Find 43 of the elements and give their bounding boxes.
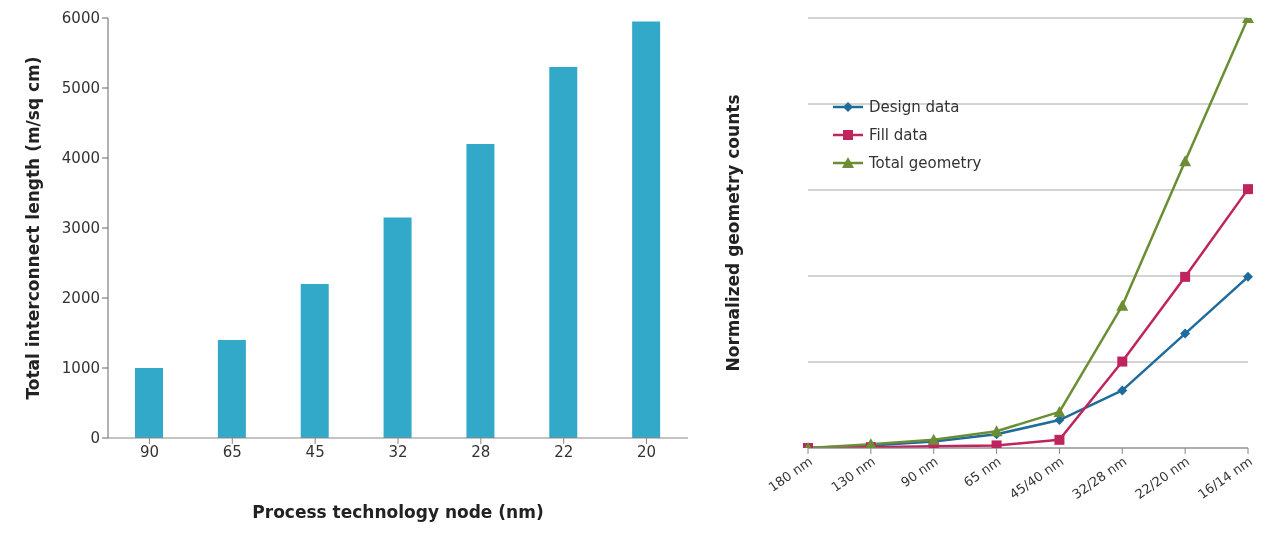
point xyxy=(1054,434,1065,445)
legend-label: Design data xyxy=(869,98,960,116)
point xyxy=(1117,385,1128,396)
point xyxy=(1053,405,1066,417)
point xyxy=(991,440,1002,448)
x-tick-label: 90 nm xyxy=(898,453,941,490)
bar xyxy=(135,368,163,438)
y-tick-label: 2000 xyxy=(61,289,100,308)
y-axis-title: Normalized geometry counts xyxy=(723,94,744,372)
x-axis-title: Process technology node (nm) xyxy=(252,502,544,522)
x-tick-label: 65 xyxy=(222,442,242,461)
y-tick-label: 4000 xyxy=(61,149,100,168)
x-tick-label: 45 xyxy=(305,442,325,461)
x-tick-label: 32 xyxy=(388,442,408,461)
point xyxy=(1180,328,1191,339)
y-tick-label: 0 xyxy=(90,429,100,448)
y-tick-label: 6000 xyxy=(61,9,100,28)
x-tick-label: 130 nm xyxy=(828,453,878,495)
point xyxy=(1179,155,1192,167)
point xyxy=(1243,271,1253,282)
x-tick-label: 22 xyxy=(554,442,574,461)
bar xyxy=(217,340,246,438)
point xyxy=(1243,184,1253,195)
x-tick-label: 180 nm xyxy=(765,453,816,495)
y-axis-title: Total interconnect length (m/sq cm) xyxy=(23,56,44,400)
y-tick-label: 5000 xyxy=(61,79,100,98)
point xyxy=(1180,271,1191,282)
legend-label: Fill data xyxy=(869,126,928,144)
x-tick-label: 90 xyxy=(139,442,159,461)
x-tick-label: 65 nm xyxy=(960,453,1004,490)
point xyxy=(990,425,1003,437)
bar xyxy=(383,217,412,438)
legend-label: Total geometry xyxy=(869,154,982,172)
bar xyxy=(632,21,661,438)
y-tick-label: 1000 xyxy=(61,359,100,378)
bar xyxy=(466,144,495,438)
x-tick-label: 28 xyxy=(471,442,491,461)
point xyxy=(1116,299,1129,311)
bar xyxy=(300,284,329,438)
bar xyxy=(549,67,578,438)
y-tick-label: 3000 xyxy=(61,219,100,238)
x-tick-label: 20 xyxy=(637,442,657,461)
point xyxy=(1117,356,1128,367)
